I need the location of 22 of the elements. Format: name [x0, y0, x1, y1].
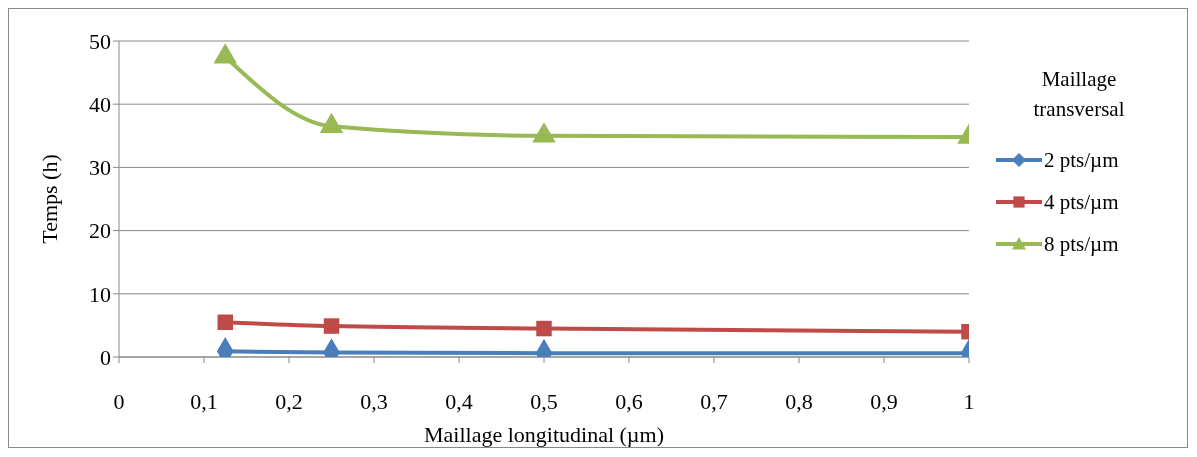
- legend-label: 8 pts/µm: [1044, 231, 1119, 257]
- x-tick-label: 0,3: [360, 389, 388, 414]
- x-tick-label: 0,7: [700, 389, 728, 414]
- y-axis-title: Temps (h): [36, 154, 62, 244]
- legend-label: 2 pts/µm: [1044, 147, 1119, 173]
- y-tick-label: 50: [89, 28, 111, 54]
- x-tick-label: 0,2: [275, 389, 303, 414]
- y-tick-label: 20: [89, 218, 111, 244]
- y-tick-label: 0: [100, 344, 111, 370]
- legend-title: Maillage transversal: [1032, 66, 1126, 123]
- x-tick-label: 0,1: [190, 389, 218, 414]
- x-tick-label: 0,8: [785, 389, 813, 414]
- x-tick-label: 0,9: [870, 389, 898, 414]
- legend-label: 4 pts/µm: [1044, 189, 1119, 215]
- x-tick-label: 0,6: [615, 389, 643, 414]
- y-tick-label: 10: [89, 281, 111, 307]
- x-tick-label: 0,5: [530, 389, 558, 414]
- x-tick-label: 0,4: [445, 389, 473, 414]
- y-tick-label: 30: [89, 155, 111, 181]
- y-tick-label: 40: [89, 92, 111, 118]
- x-tick-label: 1: [963, 389, 975, 414]
- x-axis-title: Maillage longitudinal (µm): [424, 422, 664, 447]
